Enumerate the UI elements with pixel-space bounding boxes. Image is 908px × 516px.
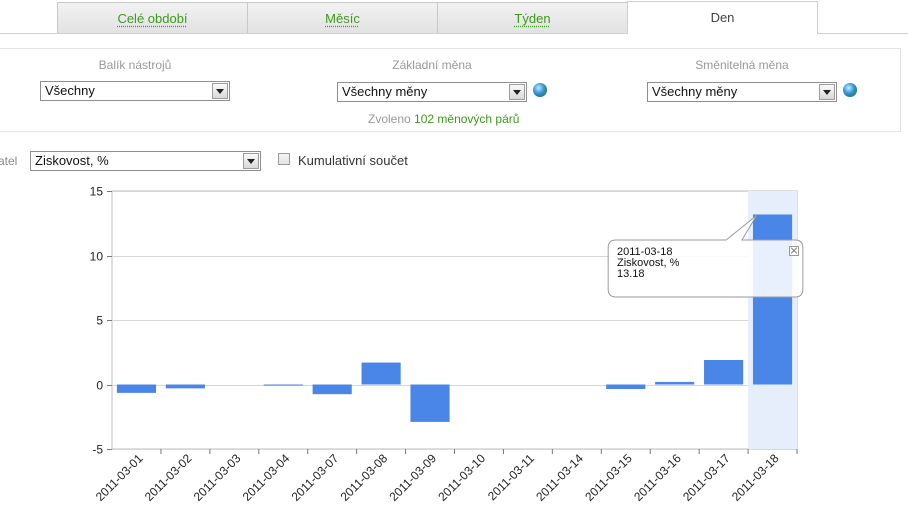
chevron-down-icon[interactable]	[243, 153, 259, 169]
chart-tooltip	[607, 215, 804, 298]
globe-icon[interactable]	[843, 83, 857, 97]
x-tick-label: 2011-03-04	[240, 451, 293, 504]
selected-pairs-link[interactable]: 102 měnových párů	[414, 112, 520, 126]
cumulative-label: Kumulativní součet	[298, 153, 408, 168]
profitability-chart: -50510152011-03-012011-03-022011-03-0320…	[90, 185, 798, 504]
tooltip-value: 13.18	[617, 268, 645, 280]
globe-icon[interactable]	[533, 83, 547, 97]
y-tick-label: 10	[90, 250, 104, 264]
indicator-select[interactable]: Ziskovost, %	[30, 151, 261, 171]
x-tick-label: 2011-03-14	[533, 451, 586, 504]
cumulative-checkbox[interactable]	[278, 153, 290, 165]
y-tick-label: 15	[90, 185, 104, 199]
tab-month[interactable]: Měsíc	[247, 2, 438, 33]
x-tick-label: 2011-03-10	[435, 451, 488, 504]
tab-label: Týden	[514, 11, 551, 26]
bar	[655, 381, 695, 385]
x-tick-label: 2011-03-15	[582, 451, 635, 504]
chevron-down-icon[interactable]	[509, 84, 525, 100]
bar	[312, 384, 352, 395]
y-tick-label: -5	[92, 443, 103, 457]
indicator-label: atel	[0, 154, 18, 168]
y-tick-label: 0	[96, 379, 103, 393]
chevron-down-icon[interactable]	[212, 83, 228, 99]
bar	[116, 384, 157, 393]
quote-currency-select[interactable]: Všechny měny	[647, 82, 837, 102]
quote-currency-label: Směnitelná měna	[695, 58, 789, 72]
x-tick-label: 2011-03-16	[631, 451, 684, 504]
toolkit-label: Balík nástrojů	[98, 58, 172, 72]
tab-whole-period[interactable]: Celé období	[57, 2, 248, 33]
x-tick-label: 2011-03-07	[289, 451, 342, 504]
tab-week[interactable]: Týden	[437, 2, 628, 33]
x-tick-label: 2011-03-17	[680, 451, 733, 504]
close-icon[interactable]	[789, 246, 799, 256]
indicator-select-value: Ziskovost, %	[35, 153, 109, 168]
selected-pairs-prefix: Zvoleno	[368, 112, 411, 126]
toolkit-select-value: Všechny	[45, 83, 95, 98]
bar	[263, 384, 303, 386]
tab-label: Měsíc	[325, 11, 360, 26]
period-tabs: Celé období Měsíc Týden Den	[0, 0, 908, 34]
base-currency-select[interactable]: Všechny měny	[337, 82, 527, 102]
tooltip-series: Ziskovost, %	[617, 257, 680, 269]
x-tick-label: 2011-03-02	[142, 451, 195, 504]
quote-currency-select-value: Všechny měny	[652, 84, 738, 99]
tab-label: Celé období	[117, 11, 188, 26]
bar	[410, 384, 450, 422]
tooltip-text: 2011-03-18 Ziskovost, % 13.18	[617, 247, 679, 280]
chevron-down-icon[interactable]	[819, 84, 835, 100]
tab-day[interactable]: Den	[627, 1, 818, 34]
x-tick-label: 2011-03-08	[338, 451, 391, 504]
tooltip-date: 2011-03-18	[617, 246, 673, 258]
x-tick-label: 2011-03-03	[191, 451, 244, 504]
bar	[165, 384, 205, 389]
base-currency-label: Základní měna	[392, 58, 472, 72]
bar	[704, 359, 744, 385]
y-tick-label: 5	[96, 314, 103, 328]
selected-pairs-info: Zvoleno 102 měnových párů	[368, 112, 519, 126]
x-tick-label: 2011-03-18	[729, 451, 782, 504]
x-tick-label: 2011-03-01	[93, 451, 146, 504]
tab-divider	[0, 33, 908, 34]
bar	[361, 362, 401, 385]
x-tick-label: 2011-03-09	[386, 451, 439, 504]
toolkit-select[interactable]: Všechny	[40, 81, 230, 101]
x-tick-label: 2011-03-11	[485, 451, 537, 503]
bar	[606, 384, 646, 390]
base-currency-select-value: Všechny měny	[342, 84, 428, 99]
tab-label: Den	[710, 10, 735, 25]
